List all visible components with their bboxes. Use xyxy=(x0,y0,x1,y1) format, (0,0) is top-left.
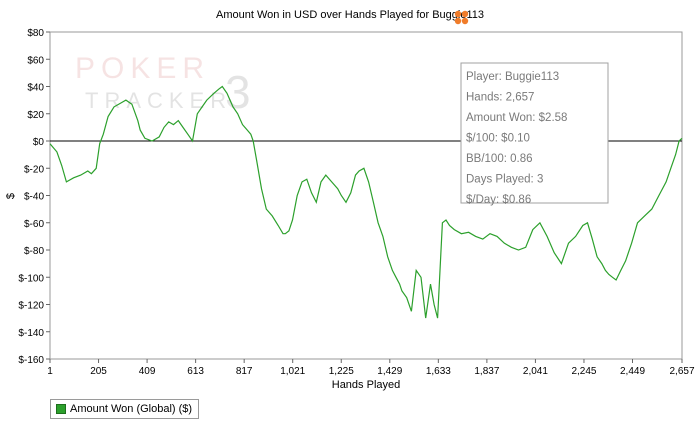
x-tick-label: 205 xyxy=(90,366,107,377)
y-axis: $80 $60 $40 $20 $0 $-20 $-40 $-60 $-80 $-100 $-120… xyxy=(18,28,50,366)
info-box-line: Amount Won: $2.58 xyxy=(466,112,567,124)
y-tick-label: $60 xyxy=(27,55,44,66)
legend-label: Amount Won (Global) ($) xyxy=(70,403,193,415)
x-tick-label: 817 xyxy=(236,366,253,377)
x-tick-label: 2,657 xyxy=(669,366,694,377)
y-tick-label: $-20 xyxy=(24,164,44,175)
y-tick-label: $40 xyxy=(27,83,44,94)
y-tick-label: $-40 xyxy=(24,192,44,203)
info-box-line: Player: Buggie113 xyxy=(466,71,559,83)
x-tick-label: 2,041 xyxy=(523,366,548,377)
info-box-line: BB/100: 0.86 xyxy=(466,153,533,165)
info-box-line: $/100: $0.10 xyxy=(466,133,530,145)
y-tick-label: $-140 xyxy=(18,328,44,339)
watermark-num: 3 xyxy=(225,66,251,118)
legend-swatch xyxy=(56,404,66,414)
y-tick-label: $80 xyxy=(27,28,44,39)
x-tick-label: 2,449 xyxy=(620,366,645,377)
y-tick-label: $-80 xyxy=(24,246,44,257)
watermark: POKER TRACKER 3 xyxy=(75,52,251,118)
x-tick-label: 2,245 xyxy=(571,366,596,377)
y-tick-label: $20 xyxy=(27,110,44,121)
y-tick-label: $-160 xyxy=(18,355,44,366)
chart-title: Amount Won in USD over Hands Played for … xyxy=(216,9,484,21)
x-tick-label: 409 xyxy=(139,366,156,377)
x-tick-label: 1,837 xyxy=(474,366,499,377)
x-tick-label: 613 xyxy=(187,366,204,377)
x-axis: 1 205 409 613 817 1,021 1,225 1,429 1,633 1,837 2,… xyxy=(47,359,695,377)
y-tick-label: $-120 xyxy=(18,301,44,312)
y-tick-label: $-100 xyxy=(18,273,44,284)
info-box-line: Days Played: 3 xyxy=(466,174,543,186)
x-axis-label: Hands Played xyxy=(332,379,401,391)
info-box-line: $/Day: $0.86 xyxy=(466,194,531,206)
x-tick-label: 1,429 xyxy=(377,366,402,377)
x-tick-label: 1,225 xyxy=(329,366,354,377)
series-line-amount-won xyxy=(49,85,683,319)
watermark-line1: POKER xyxy=(75,52,210,85)
x-tick-label: 1 xyxy=(47,366,53,377)
watermark-line2: TRACKER xyxy=(85,88,232,113)
pokertracker-logo-icon xyxy=(454,10,469,25)
y-tick-label: $-60 xyxy=(24,219,44,230)
legend: Amount Won (Global) ($) xyxy=(50,399,200,419)
x-tick-label: 1,633 xyxy=(426,366,451,377)
y-tick-label: $0 xyxy=(33,137,45,148)
y-axis-label: $ xyxy=(5,193,17,199)
x-tick-label: 1,021 xyxy=(280,366,305,377)
stats-info-box: Player: Buggie113 Hands: 2,657 Amount Won:… xyxy=(460,62,609,206)
info-box-line: Hands: 2,657 xyxy=(466,92,534,104)
